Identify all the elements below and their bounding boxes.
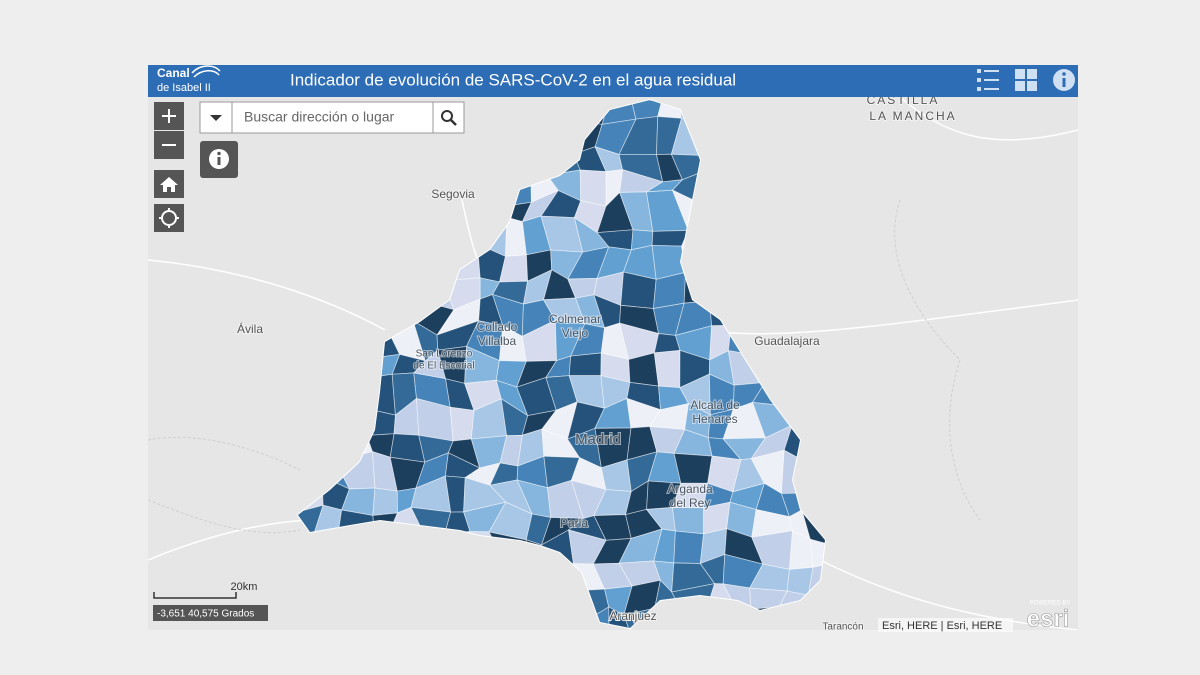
city-label: Segovia: [431, 187, 475, 201]
city-label: Alcalá de: [690, 398, 740, 412]
municipality[interactable]: [673, 530, 705, 564]
scale-bar: [153, 592, 237, 599]
map-labels: CASTILLA LA MANCHA Segovia Ávila Guadala…: [236, 93, 956, 633]
city-label: Guadalajara: [754, 334, 820, 348]
city-label: Henares: [692, 412, 737, 426]
city-label: Aranjuez: [609, 609, 656, 623]
logo-mark: [191, 65, 221, 78]
municipality[interactable]: [809, 538, 842, 568]
zoom-in[interactable]: [154, 102, 184, 130]
app-title: Indicador de evolución de SARS-CoV-2 en …: [290, 70, 736, 89]
municipality[interactable]: [673, 452, 713, 484]
layers-button[interactable]: [1015, 69, 1037, 91]
scale-label: 20km: [231, 581, 258, 593]
city-label: de El Escorial: [413, 361, 474, 372]
city-label: Collado: [477, 320, 518, 334]
coordinates-box: [153, 605, 268, 621]
search-box[interactable]: Buscar dirección o lugar: [199, 101, 465, 134]
region-label: CASTILLA: [867, 93, 940, 107]
city-label: Viejo: [562, 326, 589, 340]
legend-button[interactable]: [977, 69, 999, 91]
coordinates: -3,651 40,575 Grados: [157, 609, 254, 620]
city-label: Villalba: [478, 334, 517, 348]
about-button[interactable]: [1053, 69, 1075, 91]
search-placeholder: Buscar dirección o lugar: [244, 109, 395, 125]
municipality[interactable]: [372, 487, 398, 516]
map-view[interactable]: CASTILLA LA MANCHA Segovia Ávila Guadala…: [148, 87, 1078, 649]
city-label: Arganda: [667, 482, 713, 496]
city-label: San Lorenzo: [416, 349, 473, 360]
city-label: Tarancón: [822, 622, 863, 633]
logo-text: de Isabel II: [157, 82, 211, 94]
city-label: Parla: [560, 516, 588, 530]
municipality[interactable]: [671, 507, 705, 535]
esri-logo: esri: [1027, 605, 1070, 632]
city-label: Ávila: [237, 321, 263, 336]
municipality[interactable]: [568, 352, 602, 377]
logo-text: Canal: [157, 66, 190, 80]
city-label: Madrid: [575, 431, 621, 448]
locate-button[interactable]: [154, 204, 184, 232]
region-label: LA MANCHA: [869, 109, 956, 123]
municipality[interactable]: [579, 169, 607, 207]
home-button[interactable]: [154, 170, 184, 198]
city-label: del Rey: [670, 496, 711, 510]
municipality[interactable]: [449, 406, 475, 442]
attribution-box: [878, 618, 1013, 632]
city-label: Colmenar: [549, 312, 601, 326]
header-bar: [148, 65, 1078, 97]
powered-by: POWERED BY: [1030, 601, 1071, 607]
borders: [148, 199, 981, 534]
zoom-out[interactable]: [154, 131, 184, 159]
municipality[interactable]: [653, 349, 681, 389]
attribution: Esri, HERE | Esri, HERE: [882, 620, 1002, 632]
info-button[interactable]: [200, 141, 238, 178]
